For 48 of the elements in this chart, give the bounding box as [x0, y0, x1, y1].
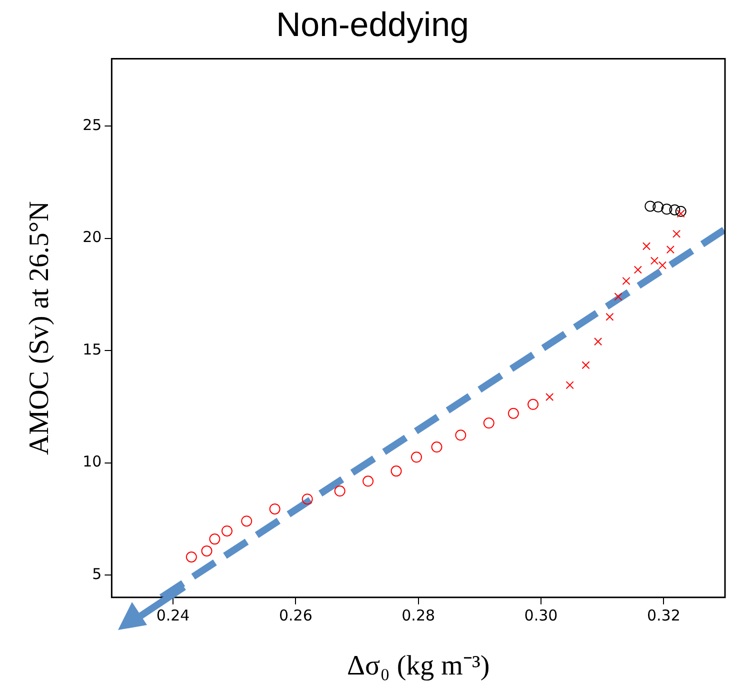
point	[669, 204, 680, 216]
point	[650, 256, 659, 265]
x-tick-label: 0.32	[646, 606, 680, 624]
point	[302, 494, 313, 505]
y-tick-label: 10	[82, 452, 102, 471]
point	[661, 204, 672, 215]
y-tick-label: 25	[82, 116, 102, 134]
point	[209, 534, 220, 545]
point	[582, 361, 590, 370]
point	[644, 200, 656, 212]
point	[658, 261, 666, 270]
point	[411, 452, 422, 463]
point	[508, 408, 519, 419]
x-tick-label: 0.28	[402, 606, 436, 624]
point	[634, 266, 642, 274]
point	[241, 516, 252, 527]
point	[676, 210, 685, 218]
point	[622, 276, 630, 286]
x-tick-label: 0.30	[524, 606, 558, 624]
point	[594, 338, 602, 346]
point	[546, 392, 554, 402]
point	[221, 525, 232, 536]
point	[642, 242, 651, 250]
point	[334, 486, 346, 497]
y-tick-label: 15	[82, 340, 102, 358]
point	[390, 466, 402, 477]
point	[269, 503, 280, 514]
point	[528, 398, 539, 410]
point	[672, 230, 681, 238]
x-tick-label: 0.24	[156, 606, 190, 624]
y-tick-label: 20	[82, 228, 102, 246]
point	[201, 545, 212, 556]
point	[614, 292, 622, 301]
point	[483, 418, 494, 429]
x-axis-title: Δσ₀ (kg m⁻³)	[347, 650, 490, 682]
chart-title: Non-eddying	[276, 6, 469, 44]
point	[431, 442, 442, 453]
y-tick-label: 5	[92, 564, 102, 583]
point	[566, 381, 574, 390]
x-tick-label: 0.26	[278, 606, 312, 624]
point	[666, 246, 674, 254]
point	[455, 430, 466, 441]
point	[186, 552, 197, 563]
point	[606, 312, 614, 321]
point	[652, 201, 664, 212]
point	[675, 206, 686, 217]
y-axis-title: AMOC (Sv) at 26.5°N	[24, 201, 56, 456]
point	[362, 476, 374, 487]
